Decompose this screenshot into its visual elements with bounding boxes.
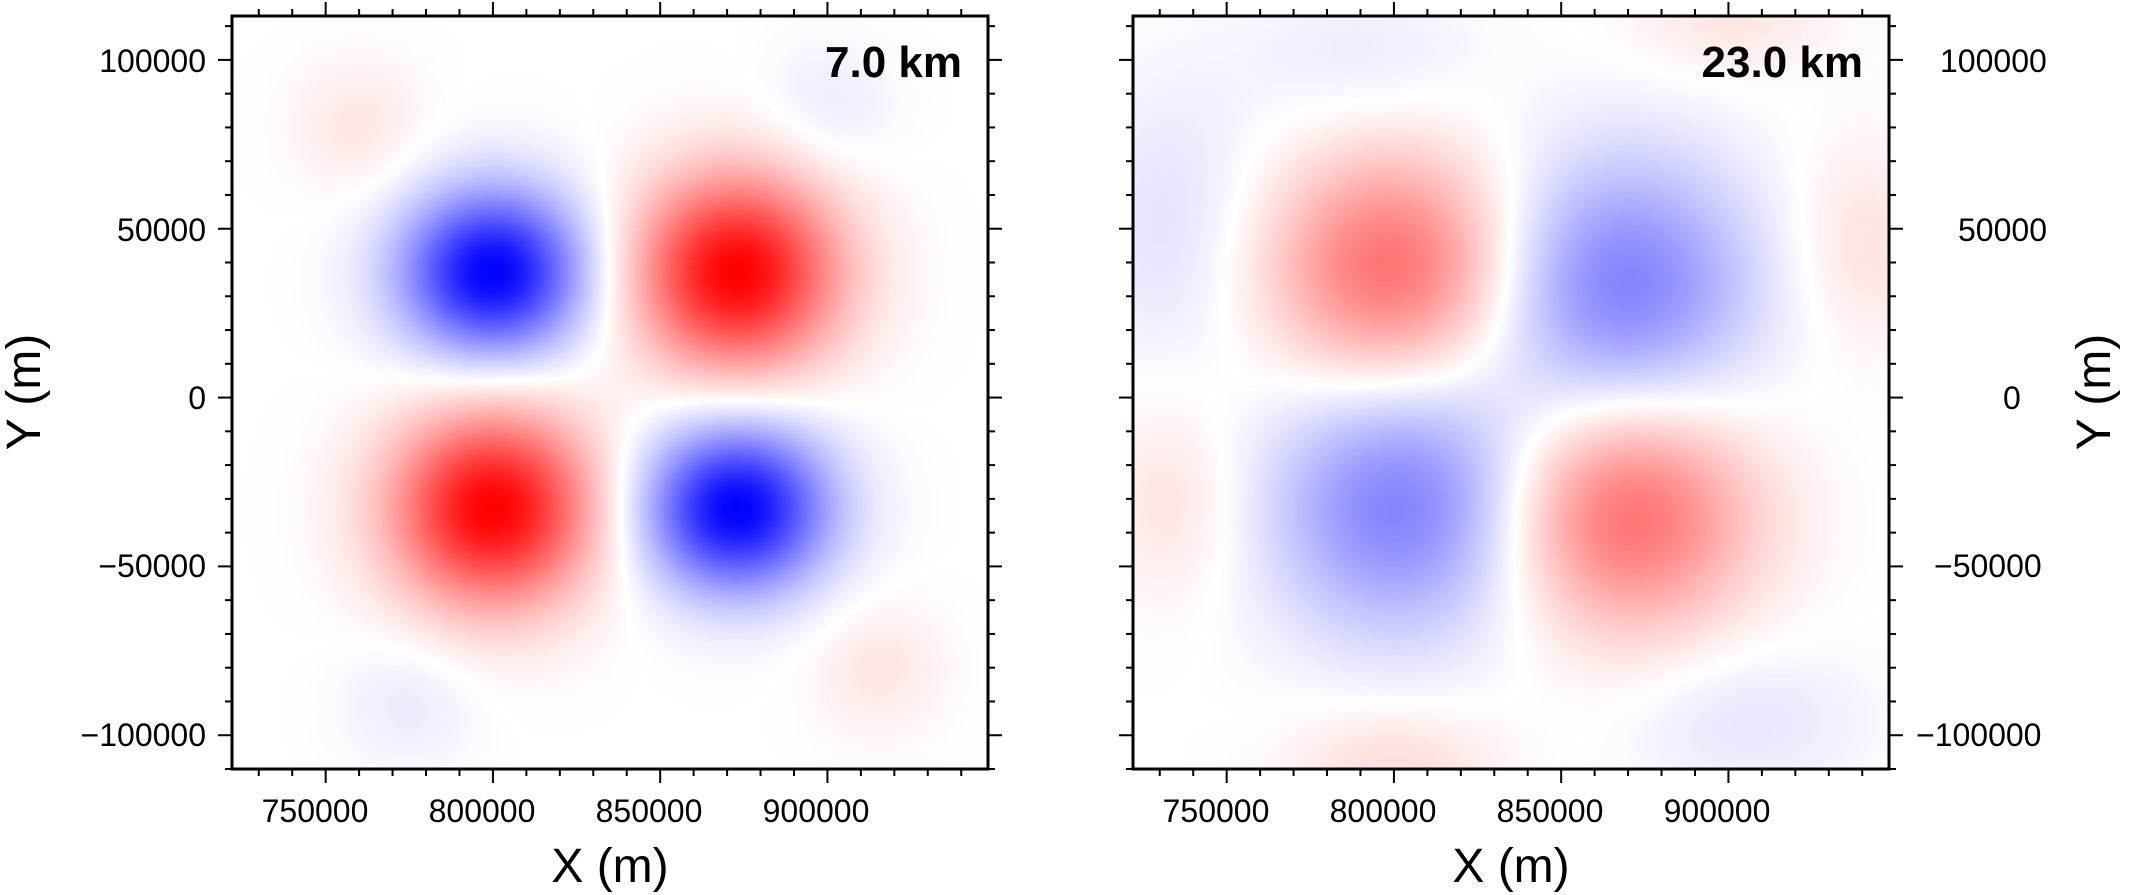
panel-2-ytick-label: 50000 bbox=[1958, 212, 2047, 248]
panel-1-ytick-label: 0 bbox=[188, 380, 206, 416]
panel-2-xtick-label: 900000 bbox=[1664, 793, 1771, 829]
panel-1-frame bbox=[230, 14, 990, 771]
panel-1: 750000 800000 850000 900000 100000 50000… bbox=[0, 2, 1002, 893]
panel-2-ytick-label: −50000 bbox=[1934, 548, 2042, 584]
panel-1-ytick-label: 100000 bbox=[99, 43, 206, 79]
panel-2-heatmap-holder bbox=[1133, 16, 1889, 769]
panel-2-x-axis-title: X (m) bbox=[1452, 840, 1569, 893]
panel-2-heatmap bbox=[1133, 16, 1889, 769]
panel-2-ytick-label: 0 bbox=[2003, 380, 2021, 416]
panel-2-ytick-label: −100000 bbox=[1916, 717, 2041, 753]
panel-1-ytick-label: −100000 bbox=[81, 717, 206, 753]
panel-2-frame bbox=[1131, 14, 1891, 771]
panel-2-ytick-label: 100000 bbox=[1940, 43, 2047, 79]
panel-1-xtick-label: 900000 bbox=[763, 793, 870, 829]
panel-1-ytick-label: 50000 bbox=[117, 212, 206, 248]
panel-2-xtick-label: 750000 bbox=[1163, 793, 1270, 829]
panel-1-heatmap-holder bbox=[232, 16, 988, 769]
panel-1-xtick-label: 750000 bbox=[262, 793, 369, 829]
panel-2: 750000 800000 850000 900000 100000 50000… bbox=[1119, 2, 2121, 893]
panel-2-y-axis-title: Y (m) bbox=[2068, 334, 2121, 450]
panel-1-ticks bbox=[218, 2, 1002, 783]
panel-1-annotation: 7.0 km bbox=[825, 38, 962, 87]
panel-1-xtick-label: 800000 bbox=[429, 793, 536, 829]
panel-2-annotation: 23.0 km bbox=[1702, 38, 1863, 87]
panel-1-x-axis-title: X (m) bbox=[551, 840, 668, 893]
panel-2-xtick-label: 800000 bbox=[1330, 793, 1437, 829]
panel-1-xtick-label: 850000 bbox=[596, 793, 703, 829]
panel-2-xtick-label: 850000 bbox=[1497, 793, 1604, 829]
panel-1-heatmap bbox=[232, 16, 988, 769]
panel-2-ticks bbox=[1119, 2, 1903, 783]
panel-1-y-axis-title: Y (m) bbox=[0, 334, 51, 450]
panel-1-ytick-label: −50000 bbox=[98, 548, 206, 584]
